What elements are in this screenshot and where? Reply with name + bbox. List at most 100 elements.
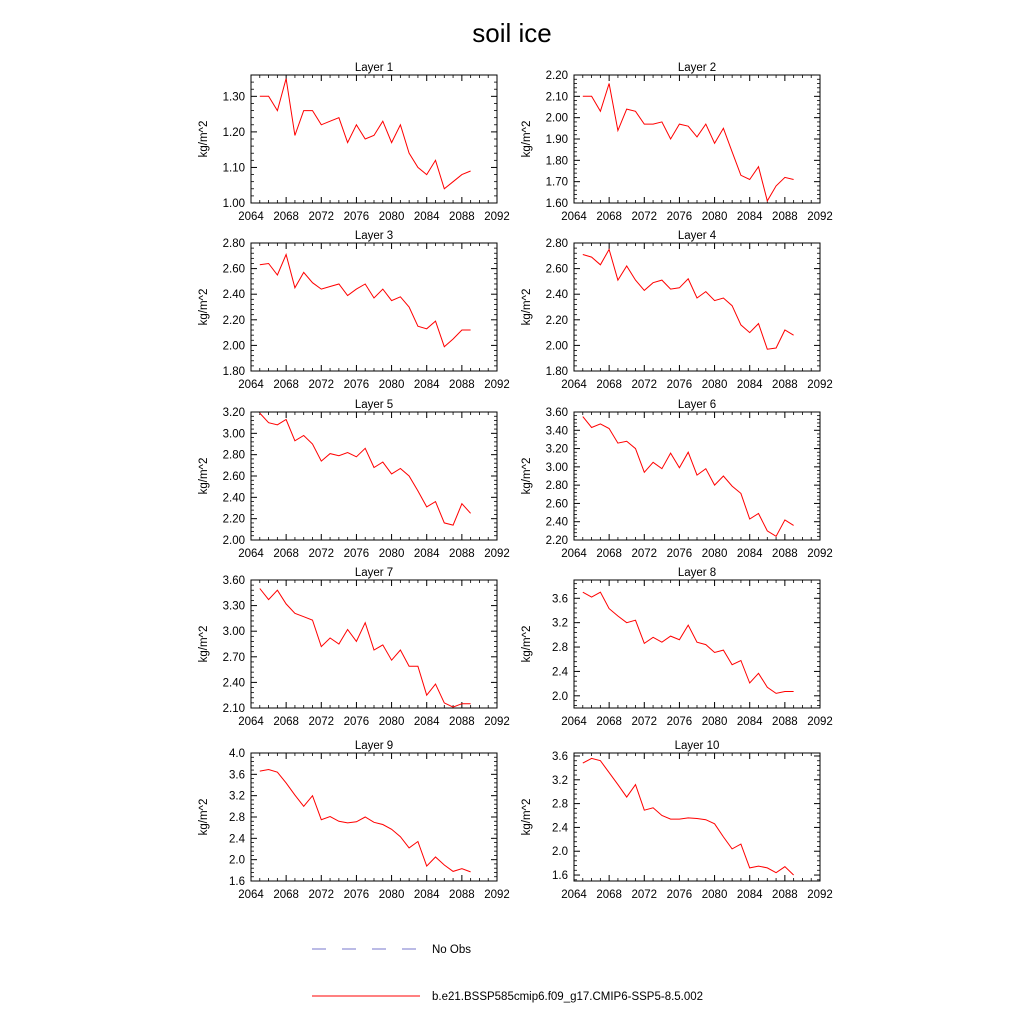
panel-title: Layer 5 bbox=[355, 399, 393, 411]
x-tick-label: 2080 bbox=[702, 716, 728, 728]
x-tick-label: 2080 bbox=[379, 548, 405, 560]
x-tick-label: 2080 bbox=[379, 716, 405, 728]
y-tick-label: 3.2 bbox=[229, 791, 245, 803]
plot-frame bbox=[250, 411, 498, 541]
x-tick-label: 2084 bbox=[414, 379, 440, 391]
x-tick-label: 2088 bbox=[772, 716, 798, 728]
y-axis-label: kg/m^2 bbox=[521, 458, 533, 495]
y-tick-label: 1.70 bbox=[546, 177, 568, 189]
chart-panel-6: Layer 6 kg/m^2 2064 2068 2072 2076 2080 2084 208… bbox=[521, 399, 833, 560]
x-tick-label: 2092 bbox=[807, 211, 833, 223]
x-tick-label: 2068 bbox=[596, 889, 622, 901]
x-tick-label: 2072 bbox=[631, 211, 657, 223]
x-tick-label: 2084 bbox=[737, 716, 763, 728]
x-tick-label: 2064 bbox=[561, 889, 587, 901]
y-tick-label: 2.80 bbox=[546, 480, 568, 492]
y-tick-label: 3.00 bbox=[223, 626, 245, 638]
y-tick-label: 2.0 bbox=[552, 691, 568, 703]
legend: No Obs b.e21.BSSP585cmip6.f09_g17.CMIP6-… bbox=[312, 944, 703, 1003]
x-tick-label: 2092 bbox=[807, 716, 833, 728]
y-tick-label: 2.80 bbox=[546, 238, 568, 250]
y-tick-label: 2.4 bbox=[229, 833, 246, 845]
chart-panel-1: Layer 1 kg/m^2 2064 2068 2072 2076 2080 2084 208… bbox=[198, 62, 510, 223]
series-line bbox=[582, 416, 794, 538]
y-tick-label: 3.2 bbox=[552, 618, 568, 630]
x-tick-label: 2072 bbox=[631, 716, 657, 728]
panel-title: Layer 3 bbox=[355, 230, 393, 242]
x-tick-label: 2088 bbox=[772, 889, 798, 901]
y-tick-label: 3.2 bbox=[552, 775, 568, 787]
x-tick-label: 2072 bbox=[308, 889, 334, 901]
y-axis-label: kg/m^2 bbox=[198, 289, 210, 326]
y-tick-label: 2.20 bbox=[223, 514, 245, 526]
plot-frame bbox=[250, 579, 498, 709]
panel-title: Layer 6 bbox=[678, 399, 716, 411]
y-tick-label: 1.6 bbox=[552, 870, 568, 882]
x-tick-label: 2092 bbox=[807, 548, 833, 560]
y-tick-label: 2.0 bbox=[552, 846, 568, 858]
y-tick-label: 2.20 bbox=[546, 535, 568, 547]
x-tick-label: 2064 bbox=[561, 716, 587, 728]
chart-panel-5: Layer 5 kg/m^2 2064 2068 2072 2076 2080 2084 208… bbox=[198, 399, 510, 560]
x-tick-label: 2076 bbox=[667, 379, 693, 391]
x-tick-label: 2068 bbox=[273, 548, 299, 560]
y-tick-label: 2.00 bbox=[223, 535, 245, 547]
x-tick-label: 2072 bbox=[631, 889, 657, 901]
panel-title: Layer 8 bbox=[678, 567, 716, 579]
y-tick-label: 2.00 bbox=[546, 340, 568, 352]
series-line bbox=[259, 252, 471, 348]
x-tick-label: 2064 bbox=[561, 379, 587, 391]
x-tick-label: 2068 bbox=[596, 379, 622, 391]
legend-label-no-obs: No Obs bbox=[432, 944, 471, 956]
y-tick-label: 2.8 bbox=[229, 812, 245, 824]
x-tick-label: 2064 bbox=[238, 889, 264, 901]
chart-panel-2: Layer 2 kg/m^2 2064 2068 2072 2076 2080 2084 208… bbox=[521, 62, 833, 223]
x-tick-label: 2068 bbox=[273, 889, 299, 901]
y-tick-label: 2.4 bbox=[552, 822, 569, 834]
y-tick-label: 2.40 bbox=[546, 289, 568, 301]
y-tick-label: 4.0 bbox=[229, 748, 245, 760]
series-line bbox=[582, 591, 794, 694]
x-tick-label: 2068 bbox=[273, 211, 299, 223]
x-tick-label: 2084 bbox=[414, 548, 440, 560]
y-tick-label: 1.80 bbox=[223, 366, 245, 378]
panel-title: Layer 2 bbox=[678, 62, 716, 74]
panel-title: Layer 9 bbox=[355, 740, 393, 752]
y-tick-label: 2.40 bbox=[223, 677, 245, 689]
x-tick-label: 2068 bbox=[273, 379, 299, 391]
x-tick-label: 2080 bbox=[702, 548, 728, 560]
x-tick-label: 2072 bbox=[308, 716, 334, 728]
y-tick-label: 2.60 bbox=[223, 264, 245, 276]
x-tick-label: 2076 bbox=[344, 889, 370, 901]
y-tick-label: 3.00 bbox=[546, 462, 568, 474]
x-tick-label: 2064 bbox=[561, 548, 587, 560]
y-tick-label: 2.70 bbox=[223, 652, 245, 664]
panels: Layer 1 kg/m^2 2064 2068 2072 2076 2080 2084 208… bbox=[198, 62, 833, 901]
y-tick-label: 2.0 bbox=[229, 855, 245, 867]
y-tick-label: 1.60 bbox=[546, 198, 568, 210]
y-axis-label: kg/m^2 bbox=[198, 626, 210, 663]
y-axis-label: kg/m^2 bbox=[198, 799, 210, 836]
series-line bbox=[582, 248, 794, 350]
plot-frame bbox=[573, 752, 821, 882]
y-tick-label: 1.30 bbox=[223, 91, 245, 103]
legend-label-model: b.e21.BSSP585cmip6.f09_g17.CMIP6-SSP5-8.… bbox=[432, 991, 703, 1003]
x-tick-label: 2076 bbox=[667, 716, 693, 728]
y-axis-label: kg/m^2 bbox=[198, 121, 210, 158]
y-tick-label: 2.10 bbox=[223, 703, 245, 715]
x-tick-label: 2076 bbox=[344, 211, 370, 223]
y-axis-label: kg/m^2 bbox=[521, 626, 533, 663]
y-tick-label: 2.80 bbox=[223, 450, 245, 462]
y-tick-label: 3.60 bbox=[223, 575, 245, 587]
y-tick-label: 3.6 bbox=[552, 593, 568, 605]
y-tick-label: 3.40 bbox=[546, 425, 568, 437]
x-tick-label: 2084 bbox=[414, 716, 440, 728]
y-tick-label: 2.20 bbox=[546, 70, 568, 82]
x-tick-label: 2092 bbox=[484, 379, 510, 391]
series-line bbox=[259, 588, 471, 708]
series-line bbox=[259, 412, 471, 526]
y-tick-label: 2.60 bbox=[223, 471, 245, 483]
x-tick-label: 2076 bbox=[344, 379, 370, 391]
x-tick-label: 2072 bbox=[308, 379, 334, 391]
x-tick-label: 2084 bbox=[737, 379, 763, 391]
